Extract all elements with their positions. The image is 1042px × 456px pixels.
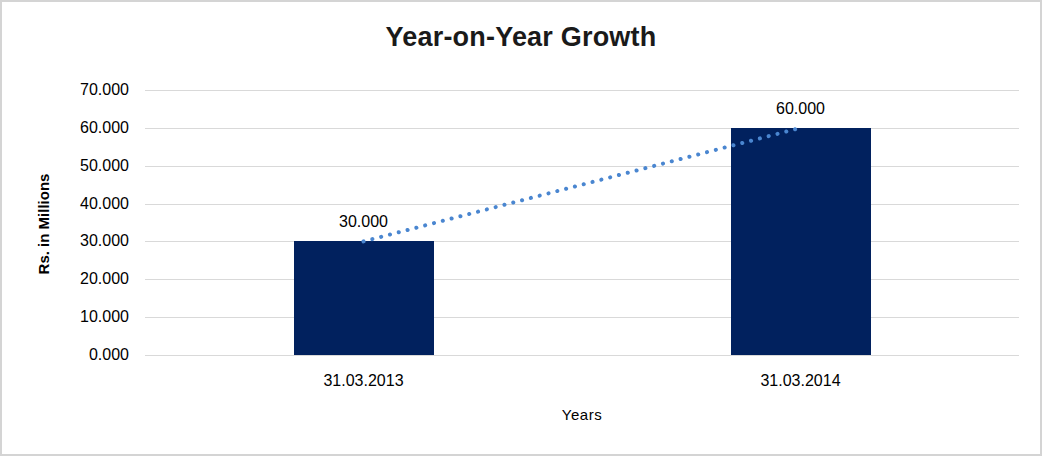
gridline [145, 241, 1019, 242]
gridline [145, 166, 1019, 167]
x-tick-label: 31.03.2014 [701, 372, 901, 390]
y-tick-label: 20.000 [2, 270, 129, 288]
year-on-year-growth-chart: Year-on-Year Growth Rs. in Millions 0.00… [0, 0, 1042, 456]
y-axis-title: Rs. in Millions [35, 174, 52, 275]
x-axis-title: Years [145, 406, 1019, 423]
y-tick-label: 70.000 [2, 81, 129, 99]
gridline [145, 128, 1019, 129]
bar-31.03.2013 [294, 241, 434, 355]
bar-31.03.2014 [731, 128, 871, 355]
y-tick-label: 50.000 [2, 157, 129, 175]
y-tick-label: 40.000 [2, 195, 129, 213]
gridline [145, 90, 1019, 91]
gridline [145, 279, 1019, 280]
plot-area [145, 90, 1019, 355]
y-tick-label: 30.000 [2, 232, 129, 250]
y-tick-label: 60.000 [2, 119, 129, 137]
y-tick-label: 10.000 [2, 308, 129, 326]
gridline [145, 355, 1019, 356]
data-label: 30.000 [294, 213, 434, 231]
chart-title: Year-on-Year Growth [2, 22, 1040, 53]
gridline [145, 204, 1019, 205]
gridline [145, 317, 1019, 318]
data-label: 60.000 [731, 100, 871, 118]
y-tick-label: 0.000 [2, 346, 129, 364]
x-tick-label: 31.03.2013 [264, 372, 464, 390]
